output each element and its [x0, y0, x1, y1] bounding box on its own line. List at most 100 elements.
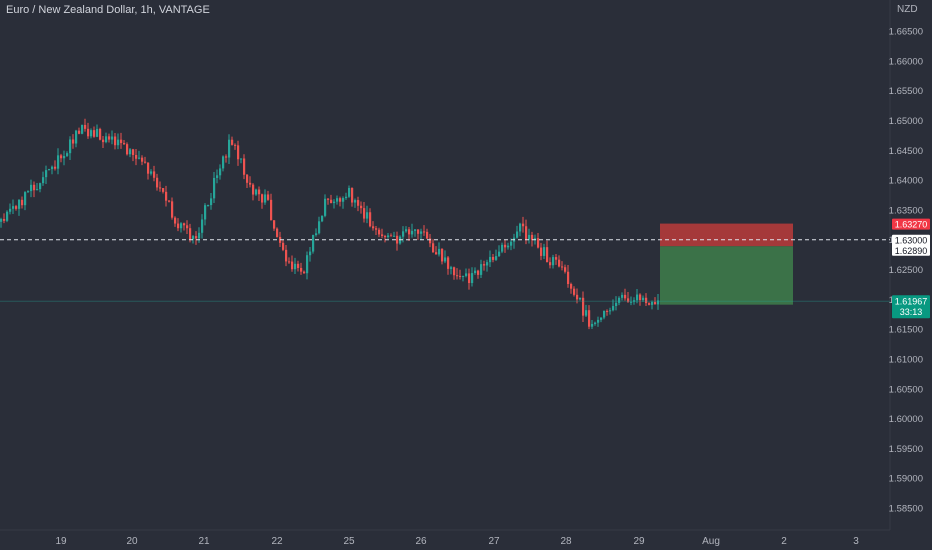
candle-body: [318, 221, 321, 234]
candle-body: [573, 288, 576, 295]
candle-body: [363, 208, 366, 219]
x-tick-label: 25: [343, 536, 355, 547]
candle-body: [588, 310, 591, 327]
candle-body: [297, 263, 300, 268]
candle-body: [636, 294, 639, 301]
y-tick-label: 1.59000: [889, 474, 923, 485]
candle-body: [618, 297, 621, 303]
candle-body: [654, 302, 657, 305]
candle-body: [333, 201, 336, 204]
candle-body: [33, 184, 36, 191]
candle-body: [126, 144, 129, 155]
stop-loss-zone[interactable]: [660, 223, 793, 247]
candle-body: [312, 235, 315, 252]
candle-body: [228, 139, 231, 158]
candle-body: [414, 229, 417, 231]
candle-body: [21, 199, 24, 206]
candle-body: [9, 208, 12, 212]
candle-body: [198, 232, 201, 239]
candle-body: [495, 256, 498, 260]
candle-body: [357, 200, 360, 206]
candle-body: [351, 188, 354, 203]
candle-body: [237, 145, 240, 160]
candle-body: [219, 168, 222, 176]
candle-body: [243, 158, 246, 175]
candle-body: [504, 244, 507, 248]
candle-body: [381, 234, 384, 236]
candle-body: [186, 225, 189, 229]
candle-body: [336, 198, 339, 202]
currency-label: NZD: [897, 4, 918, 15]
candle-body: [138, 157, 141, 159]
candle-body: [576, 294, 579, 300]
candle-body: [231, 139, 234, 145]
candle-body: [594, 322, 597, 324]
candle-body: [447, 257, 450, 269]
candle-body: [627, 298, 630, 302]
candle-body: [429, 238, 432, 244]
candle-body: [18, 199, 21, 209]
candle-body: [264, 194, 267, 203]
candle-body: [180, 223, 183, 229]
candle-body: [510, 241, 513, 246]
candle-body: [282, 242, 285, 250]
candle-body: [300, 267, 303, 272]
candle-body: [159, 187, 162, 189]
candle-body: [15, 206, 18, 209]
candle-body: [387, 235, 390, 238]
candle-body: [0, 219, 3, 222]
candle-body: [438, 248, 441, 255]
candle-body: [81, 124, 84, 134]
candle-body: [27, 191, 30, 193]
candle-body: [459, 275, 462, 277]
candle-body: [603, 310, 606, 318]
candle-body: [390, 235, 393, 237]
chart-title[interactable]: Euro / New Zealand Dollar, 1h, VANTAGE: [6, 4, 210, 16]
y-tick-label: 1.58500: [889, 504, 923, 515]
candle-body: [465, 273, 468, 276]
candle-body: [210, 198, 213, 206]
y-tick-label: 1.65500: [889, 86, 923, 97]
candle-body: [615, 302, 618, 307]
candle-body: [591, 323, 594, 327]
candle-body: [354, 200, 357, 203]
y-tick-label: 1.59500: [889, 444, 923, 455]
candle-body: [600, 317, 603, 320]
candle-body: [93, 130, 96, 137]
stop-price-label-bg: [892, 218, 930, 230]
current-price-label: 33:13: [900, 307, 923, 317]
candle-body: [642, 297, 645, 301]
candle-body: [24, 192, 27, 206]
candle-body: [450, 267, 453, 269]
take-profit-zone[interactable]: [660, 246, 793, 305]
candle-body: [39, 183, 42, 190]
candle-body: [522, 223, 525, 227]
candle-body: [657, 300, 660, 305]
candle-body: [483, 264, 486, 266]
candle-body: [543, 247, 546, 256]
candle-body: [498, 251, 501, 257]
x-tick-label: Aug: [702, 536, 720, 547]
candle-body: [69, 139, 72, 154]
candle-body: [111, 136, 114, 140]
candle-body: [405, 229, 408, 232]
candle-body: [144, 161, 147, 163]
x-tick-label: 19: [55, 536, 67, 547]
candle-body: [168, 200, 171, 202]
candle-body: [570, 284, 573, 289]
candle-body: [537, 238, 540, 248]
candle-body: [54, 166, 57, 169]
x-tick-label: 2: [781, 536, 787, 547]
candle-body: [648, 303, 651, 305]
candle-body: [327, 198, 330, 200]
current-price-label-bg: [892, 295, 930, 319]
candle-body: [360, 205, 363, 209]
current-price-label: 1.61967: [895, 296, 928, 306]
candle-body: [567, 271, 570, 285]
y-tick-label: 1.64500: [889, 146, 923, 157]
candle-body: [114, 136, 117, 146]
candle-body: [147, 162, 150, 174]
candle-body: [330, 199, 333, 204]
